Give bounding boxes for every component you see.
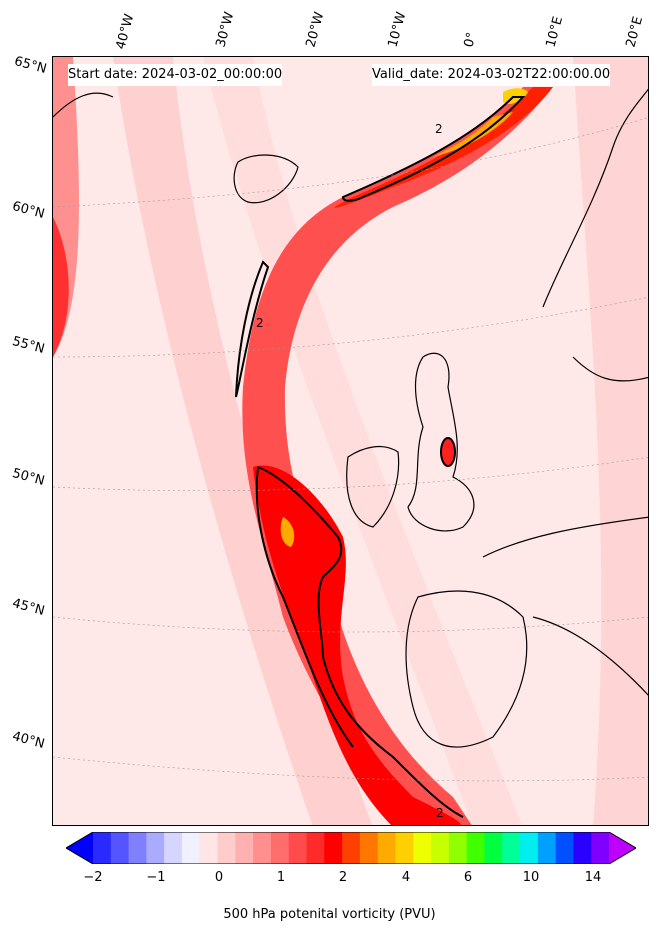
iberia-coastline <box>405 590 528 748</box>
colorbar-segment <box>555 832 574 864</box>
colorbar-segment <box>573 832 592 864</box>
colorbar-segment <box>235 832 254 864</box>
colorbar-segment <box>448 832 468 864</box>
colorbar-tick: −1 <box>146 870 166 885</box>
valid-date-label: Valid_date: 2024-03-02T22:00:00.00 <box>372 64 611 86</box>
lon-label-20w: 20°W <box>303 10 328 49</box>
pv-streak <box>53 217 69 357</box>
lat-label-55n: 55°N <box>10 334 47 357</box>
pv-contour <box>257 466 464 818</box>
lat-label-45n: 45°N <box>10 596 47 619</box>
colorbar-segment <box>181 832 201 864</box>
jet-core <box>433 112 513 157</box>
pv-contour <box>440 437 456 467</box>
jet-core <box>334 87 553 208</box>
lat-label-60n: 60°N <box>10 199 47 222</box>
lon-label-10e: 10°E <box>543 14 567 50</box>
trough-core <box>253 465 461 825</box>
colorbar <box>66 832 636 864</box>
contour-label: 2 <box>436 806 444 820</box>
map-plot <box>53 57 648 825</box>
colorbar-label: 500 hPa potenital vorticity (PVU) <box>223 907 436 922</box>
colorbar-segment <box>484 832 503 864</box>
colorbar-tick: 0 <box>214 870 224 885</box>
colorbar-extend-high <box>609 832 636 864</box>
lon-label-10w: 10°W <box>385 10 410 49</box>
colorbar-tick: 2 <box>338 870 348 885</box>
contour-label: 2 <box>435 122 443 136</box>
colorbar-tick: 14 <box>584 870 602 885</box>
colorbar-segment <box>466 832 485 864</box>
colorbar-segment <box>324 832 343 864</box>
lon-label-30w: 30°W <box>213 10 238 49</box>
britain-coastline <box>407 352 475 532</box>
colorbar-tick: 10 <box>522 870 540 885</box>
lat-label-40n: 40°N <box>10 729 47 752</box>
colorbar-segment <box>520 832 539 864</box>
scandinavia-coastline <box>542 88 648 382</box>
pv-contour <box>255 466 354 748</box>
lon-label-40w: 40°W <box>113 12 138 51</box>
lon-label-0: 0° <box>461 30 480 49</box>
pv-streak <box>573 57 648 825</box>
colorbar-segment <box>377 832 396 864</box>
colorbar-segment <box>199 832 219 864</box>
colorbar-segment <box>342 832 361 864</box>
europe-coastline <box>482 516 648 696</box>
pv-streak <box>113 57 373 825</box>
colorbar-segment <box>431 832 450 864</box>
pv-contour <box>341 96 526 202</box>
pv-streak <box>203 57 523 825</box>
colorbar-extend-low <box>66 832 93 864</box>
colorbar-segment <box>110 832 130 864</box>
colorbar-tick: 1 <box>276 870 286 885</box>
pv-contour <box>235 260 270 398</box>
colorbar-segment <box>502 832 521 864</box>
colorbar-tick: −2 <box>83 870 103 885</box>
colorbar-segment <box>146 832 165 864</box>
colorbar-segment <box>288 832 308 864</box>
colorbar-tick: 4 <box>401 870 411 885</box>
colorbar-segment <box>164 832 183 864</box>
colorbar-segment <box>413 832 432 864</box>
colorbar-segment <box>591 832 610 864</box>
colorbar-segment <box>93 832 112 864</box>
lon-label-20e: 20°E <box>623 14 647 50</box>
map-panel <box>52 56 649 826</box>
colorbar-segment <box>306 832 325 864</box>
trough-core <box>280 517 295 547</box>
colorbar-segment <box>253 832 272 864</box>
colorbar-segment <box>270 832 290 864</box>
graticule-lat <box>53 117 648 782</box>
colorbar-segment <box>359 832 379 864</box>
lat-label-65n: 65°N <box>12 54 49 77</box>
start-date-label: Start date: 2024-03-02_00:00:00 <box>68 64 283 86</box>
colorbar-tick: 6 <box>463 870 473 885</box>
colorbar-segment <box>537 832 557 864</box>
lat-label-50n: 50°N <box>10 466 47 489</box>
colorbar-segment <box>128 832 147 864</box>
contour-label: 2 <box>256 316 264 330</box>
colorbar-segment <box>217 832 236 864</box>
ireland-coastline <box>346 445 400 528</box>
greenland-coastline <box>53 92 114 118</box>
iceland-coastline <box>233 154 299 204</box>
colorbar-segment <box>395 832 414 864</box>
